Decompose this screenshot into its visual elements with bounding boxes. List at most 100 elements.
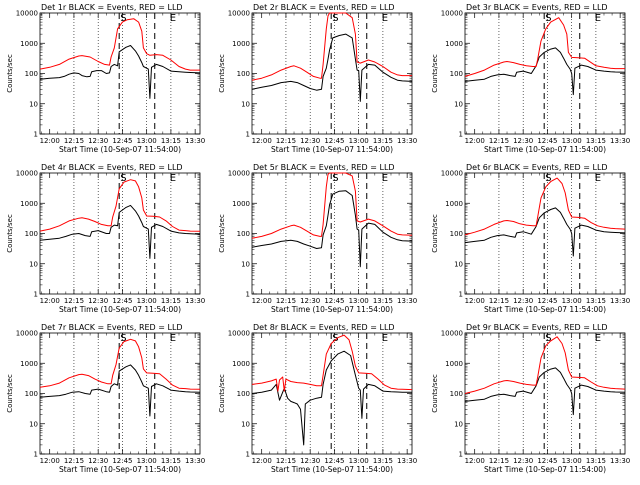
- y-tick-label: 1000: [445, 360, 463, 368]
- x-tick-label: 12:30: [513, 457, 533, 465]
- y-tick-label: 10: [241, 260, 250, 268]
- y-tick-label: 10: [241, 420, 250, 428]
- x-tick-label: 12:00: [465, 137, 485, 145]
- y-tick-label: 1: [246, 291, 250, 299]
- chart-title: Det 7r BLACK = Events, RED = LLD: [41, 323, 183, 332]
- x-tick-label: 12:15: [276, 137, 296, 145]
- y-tick-label: 10: [454, 100, 463, 108]
- x-tick-label: 12:30: [88, 457, 108, 465]
- y-axis-label: Counts/sec: [218, 214, 226, 253]
- x-tick-label: 13:00: [137, 137, 157, 145]
- y-tick-label: 1000: [232, 40, 250, 48]
- x-tick-label: 13:15: [373, 137, 393, 145]
- y-tick-label: 1000: [20, 40, 38, 48]
- x-tick-label: 13:30: [185, 297, 205, 305]
- x-tick-label: 12:15: [276, 457, 296, 465]
- x-tick-label: 12:15: [489, 297, 509, 305]
- y-tick-label: 100: [450, 390, 463, 398]
- x-tick-label: 13:00: [562, 297, 582, 305]
- y-tick-label: 10: [29, 420, 38, 428]
- x-tick-label: 12:30: [88, 137, 108, 145]
- x-tick-label: 12:00: [252, 457, 272, 465]
- y-tick-label: 10000: [228, 330, 250, 338]
- x-tick-label: 13:15: [161, 137, 181, 145]
- x-tick-label: 13:30: [185, 137, 205, 145]
- y-tick-label: 1: [34, 451, 38, 459]
- chart-title: Det 6r BLACK = Events, RED = LLD: [466, 163, 608, 172]
- chart-panel-4r: Det 4r BLACK = Events, RED = LLD 1 10 100 10…: [6, 163, 205, 314]
- y-tick-label: 100: [237, 390, 250, 398]
- y-tick-label: 1: [34, 131, 38, 139]
- y-axis-label: Counts/sec: [6, 54, 14, 93]
- x-tick-label: 13:00: [349, 457, 369, 465]
- chart-title: Det 4r BLACK = Events, RED = LLD: [41, 163, 183, 172]
- y-axis-label: Counts/sec: [6, 214, 14, 253]
- y-axis-label: Counts/sec: [218, 374, 226, 413]
- x-tick-label: 12:30: [300, 457, 320, 465]
- x-tick-label: 12:45: [537, 137, 557, 145]
- y-tick-label: 10000: [441, 170, 463, 178]
- series-line-lld: [39, 18, 200, 71]
- end-marker-label: E: [595, 333, 601, 344]
- x-tick-label: 12:00: [252, 137, 272, 145]
- y-tick-label: 10: [29, 100, 38, 108]
- y-tick-label: 10000: [228, 170, 250, 178]
- y-tick-label: 10: [454, 260, 463, 268]
- x-tick-label: 13:15: [586, 137, 606, 145]
- x-axis-label: Start Time (10-Sep-07 11:54:00): [484, 465, 606, 474]
- start-marker-label: S: [120, 173, 126, 184]
- chart-panel-8r: Det 8r BLACK = Events, RED = LLD 1 10 100 10…: [218, 323, 417, 474]
- x-axis-label: Start Time (10-Sep-07 11:54:00): [59, 305, 181, 314]
- y-tick-label: 10000: [441, 330, 463, 338]
- y-tick-label: 100: [25, 230, 38, 238]
- y-tick-label: 1: [34, 291, 38, 299]
- y-tick-label: 10000: [16, 170, 38, 178]
- x-axis-label: Start Time (10-Sep-07 11:54:00): [59, 465, 181, 474]
- x-tick-label: 13:30: [397, 457, 417, 465]
- chart-panel-6r: Det 6r BLACK = Events, RED = LLD 1 10 100 10…: [431, 163, 630, 314]
- x-tick-label: 12:45: [324, 297, 344, 305]
- series-line-lld: [464, 177, 626, 236]
- end-marker-label: E: [382, 333, 388, 344]
- y-tick-label: 10000: [16, 330, 38, 338]
- x-tick-label: 12:00: [40, 297, 60, 305]
- x-tick-label: 12:30: [300, 137, 320, 145]
- x-tick-label: 13:15: [161, 457, 181, 465]
- y-tick-label: 100: [450, 230, 463, 238]
- series-line-lld: [39, 179, 201, 232]
- series-line-events: [39, 204, 201, 259]
- y-tick-label: 10: [241, 100, 250, 108]
- y-tick-label: 10: [454, 420, 463, 428]
- x-tick-label: 13:15: [373, 457, 393, 465]
- x-tick-label: 13:15: [586, 457, 606, 465]
- x-tick-label: 13:30: [185, 457, 205, 465]
- x-tick-label: 12:45: [112, 137, 132, 145]
- x-tick-label: 13:15: [373, 297, 393, 305]
- x-axis-label: Start Time (10-Sep-07 11:54:00): [271, 465, 393, 474]
- y-tick-label: 10: [29, 260, 38, 268]
- end-marker-label: E: [170, 13, 176, 24]
- series-line-events: [251, 33, 413, 102]
- series-line-lld: [251, 334, 413, 392]
- chart-panel-1r: Det 1r BLACK = Events, RED = LLD 1 10 100 10…: [6, 3, 205, 154]
- y-tick-label: 10000: [16, 10, 38, 18]
- x-axis-label: Start Time (10-Sep-07 11:54:00): [484, 145, 606, 154]
- chart-panel-5r: Det 5r BLACK = Events, RED = LLD 1 10 100 10…: [218, 163, 417, 314]
- y-tick-label: 1000: [445, 40, 463, 48]
- chart-title: Det 8r BLACK = Events, RED = LLD: [253, 323, 395, 332]
- start-marker-label: S: [545, 333, 551, 344]
- x-tick-label: 12:15: [489, 137, 509, 145]
- x-axis-label: Start Time (10-Sep-07 11:54:00): [59, 145, 181, 154]
- x-tick-label: 12:15: [489, 457, 509, 465]
- x-tick-label: 12:30: [513, 137, 533, 145]
- x-tick-label: 13:30: [610, 457, 630, 465]
- x-tick-label: 12:15: [64, 457, 84, 465]
- start-marker-label: S: [545, 13, 551, 24]
- y-tick-label: 1000: [232, 360, 250, 368]
- end-marker-label: E: [595, 173, 601, 184]
- start-marker-label: S: [332, 13, 338, 24]
- y-axis-label: Counts/sec: [431, 54, 439, 93]
- x-tick-label: 13:00: [137, 297, 157, 305]
- x-tick-label: 12:00: [40, 457, 60, 465]
- x-tick-label: 12:45: [324, 137, 344, 145]
